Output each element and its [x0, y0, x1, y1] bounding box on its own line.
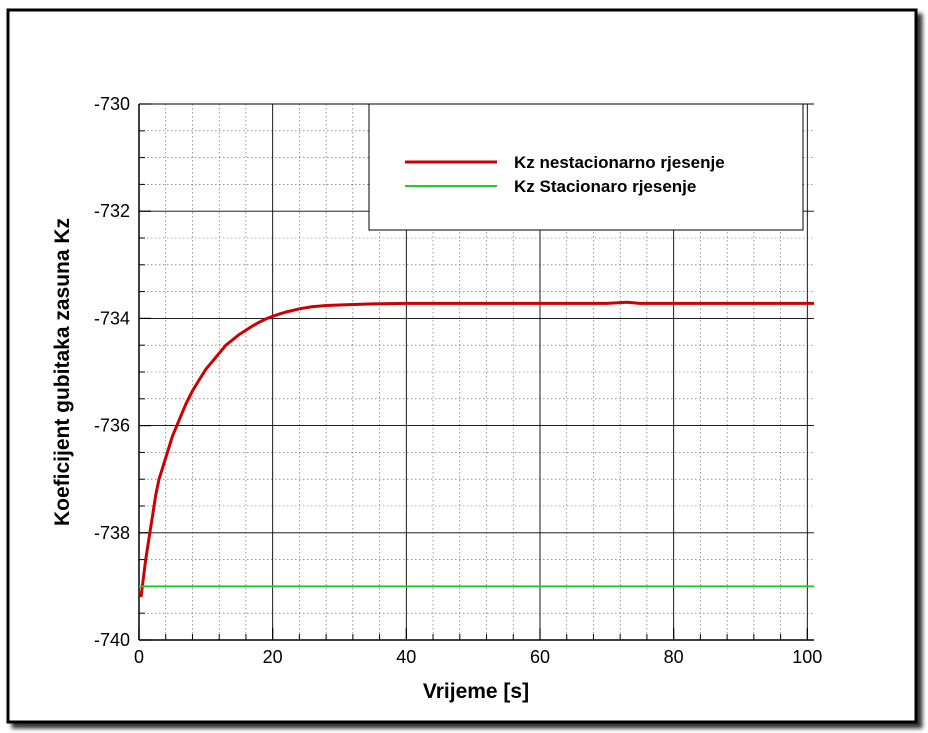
y-tick-label: -738 — [94, 523, 130, 543]
legend: Kz nestacionarno rjesenje Kz Stacionaro … — [368, 103, 804, 231]
x-tick-label: 40 — [396, 647, 416, 667]
y-tick-label: -734 — [94, 308, 130, 328]
y-tick-label: -740 — [94, 630, 130, 650]
x-axis-title: Vrijeme [s] — [423, 680, 529, 703]
legend-label-series-1: Kz nestacionarno rjesenje — [514, 153, 725, 172]
x-tick-label: 20 — [263, 647, 283, 667]
y-tick-label: -736 — [94, 416, 130, 436]
y-tick-label: -732 — [94, 201, 130, 221]
y-tick-labels: -740 -738 -736 -734 -732 -730 — [94, 94, 130, 650]
y-axis-title: Koeficijent gubitaka zasuna Kz — [51, 218, 74, 526]
x-tick-label: 80 — [664, 647, 684, 667]
y-tick-label: -730 — [94, 94, 130, 114]
x-tick-label: 100 — [792, 647, 822, 667]
x-tick-labels: 0 20 40 60 80 100 — [134, 647, 822, 667]
x-tick-label: 60 — [530, 647, 550, 667]
series-lines — [139, 300, 814, 598]
axis-ticks — [138, 103, 808, 641]
legend-label-series-2: Kz Stacionaro rjesenje — [514, 177, 696, 196]
legend-box — [368, 103, 804, 231]
x-tick-label: 0 — [134, 647, 144, 667]
series-line-1 — [139, 300, 814, 598]
